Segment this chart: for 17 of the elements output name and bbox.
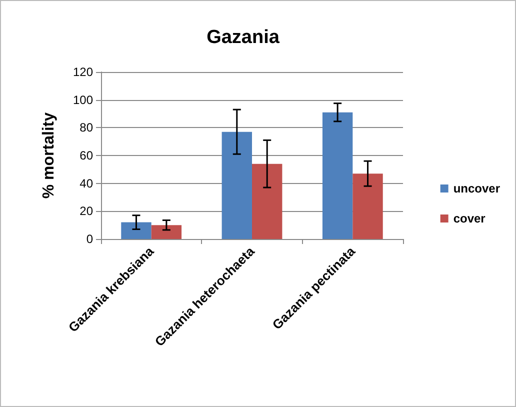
legend-label: uncover — [453, 182, 500, 196]
bar — [352, 174, 383, 239]
legend-label: cover — [453, 212, 486, 226]
bar — [222, 132, 252, 239]
y-tick-label: 0 — [86, 232, 94, 246]
chart-title: Gazania — [206, 27, 280, 48]
y-tick-label: 80 — [80, 120, 94, 135]
y-tick-label: 60 — [80, 148, 94, 162]
bar — [252, 164, 282, 239]
bar — [121, 222, 152, 239]
bar — [322, 112, 353, 239]
y-axis-title: % mortality — [40, 112, 58, 199]
y-tick-label: 120 — [72, 65, 94, 79]
y-tick-label: 40 — [80, 176, 94, 190]
y-tick-label: 20 — [80, 204, 94, 218]
bar — [151, 225, 182, 239]
y-tick-label: 100 — [72, 92, 94, 107]
